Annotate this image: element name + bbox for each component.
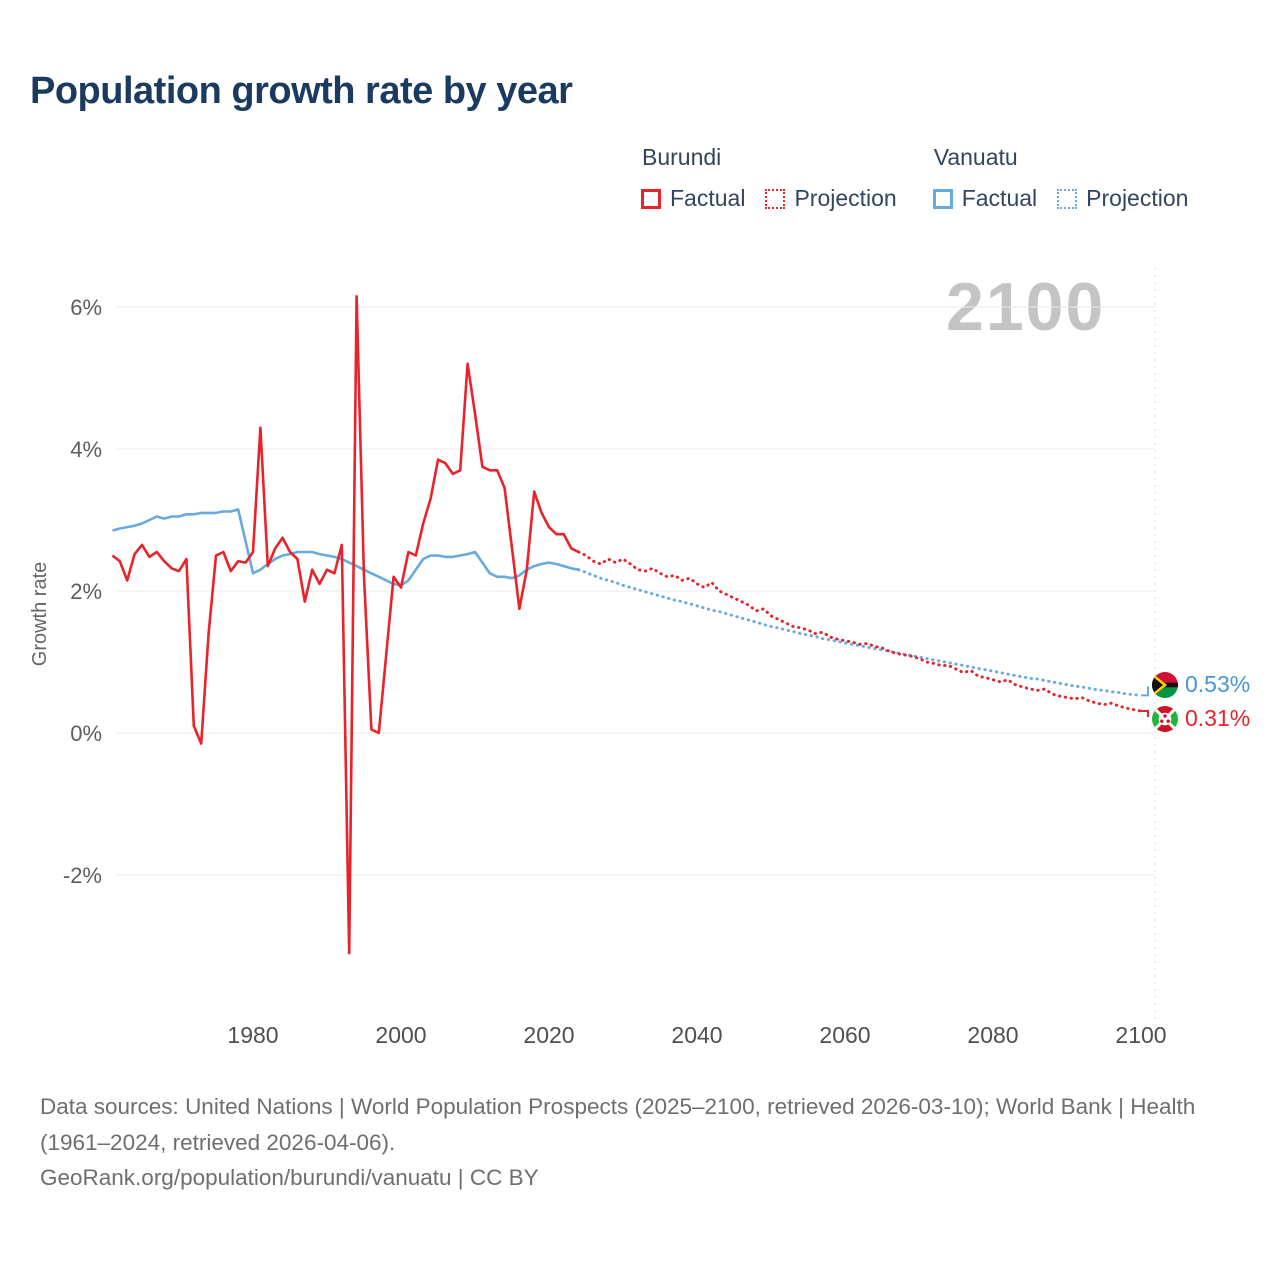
burundi-flag-icon bbox=[1152, 705, 1178, 732]
legend-country-label-vanuatu: Vanuatu bbox=[933, 144, 1018, 170]
legend-item-label: Projection bbox=[794, 185, 897, 211]
series-vanuatu-projection[interactable] bbox=[577, 568, 1143, 697]
series-end-labels: 0.53% bbox=[1152, 671, 1250, 732]
footer: Data sources: United Nations | World Pop… bbox=[40, 1089, 1220, 1196]
vanuatu-flag-icon bbox=[1152, 671, 1178, 698]
legend-item-label: Factual bbox=[961, 185, 1038, 211]
x-tick-label: 2100 bbox=[1115, 1022, 1166, 1048]
legend-item-burundi-projection[interactable]: Projection bbox=[765, 185, 897, 212]
x-tick-label: 2000 bbox=[375, 1022, 426, 1048]
burundi-end-connector bbox=[1141, 710, 1149, 717]
x-tick-label: 1980 bbox=[227, 1022, 278, 1048]
x-tick-label: 2060 bbox=[819, 1022, 870, 1048]
vanuatu-factual-swatch-icon bbox=[932, 188, 953, 209]
vanuatu-projection-swatch-icon bbox=[1057, 188, 1078, 209]
legend-country-label-burundi: Burundi bbox=[642, 144, 722, 170]
legend-row-burundi: Factual Projection bbox=[641, 185, 897, 212]
attribution-link[interactable]: GeoRank.org/population/burundi/vanuatu |… bbox=[40, 1165, 539, 1191]
vanuatu-end-connector bbox=[1141, 686, 1149, 697]
y-axis-title: Growth rate bbox=[29, 562, 51, 666]
legend-group-burundi: Burundi Factual Projection bbox=[641, 144, 897, 212]
burundi-projection-swatch-icon bbox=[765, 188, 786, 209]
x-tick-label: 2080 bbox=[967, 1022, 1018, 1048]
series-burundi-projection[interactable] bbox=[577, 550, 1143, 713]
legend-item-vanuatu-projection[interactable]: Projection bbox=[1057, 185, 1188, 212]
page-title: Population growth rate by year bbox=[30, 70, 573, 112]
y-tick-label: -2% bbox=[63, 863, 102, 888]
end-label-burundi: 0.31% bbox=[1152, 705, 1250, 732]
series-vanuatu-factual[interactable] bbox=[112, 508, 579, 587]
x-tick-label: 2040 bbox=[671, 1022, 722, 1048]
y-tick-label: 6% bbox=[70, 295, 102, 320]
end-label-vanuatu: 0.53% bbox=[1152, 671, 1250, 698]
y-tick-label: 4% bbox=[70, 437, 102, 462]
legend-group-vanuatu: Vanuatu Factual Projection bbox=[932, 144, 1188, 212]
legend-item-vanuatu-factual[interactable]: Factual bbox=[932, 185, 1038, 212]
x-tick-label: 2020 bbox=[523, 1022, 574, 1048]
vanuatu-end-value: 0.53% bbox=[1185, 671, 1251, 697]
legend-item-burundi-factual[interactable]: Factual bbox=[641, 185, 745, 212]
legend-row-vanuatu: Factual Projection bbox=[932, 185, 1188, 212]
y-tick-label: 0% bbox=[70, 721, 102, 746]
series-burundi-factual[interactable] bbox=[111, 294, 580, 955]
legend-item-label: Projection bbox=[1086, 185, 1189, 211]
burundi-factual-swatch-icon bbox=[641, 188, 661, 209]
data-sources-text: Data sources: United Nations | World Pop… bbox=[40, 1094, 1196, 1155]
legend-item-label: Factual bbox=[670, 185, 746, 211]
y-tick-label: 2% bbox=[70, 579, 102, 604]
legend: Burundi Factual Projection Vanuatu Factu… bbox=[641, 144, 1188, 212]
burundi-end-value: 0.31% bbox=[1185, 705, 1251, 731]
